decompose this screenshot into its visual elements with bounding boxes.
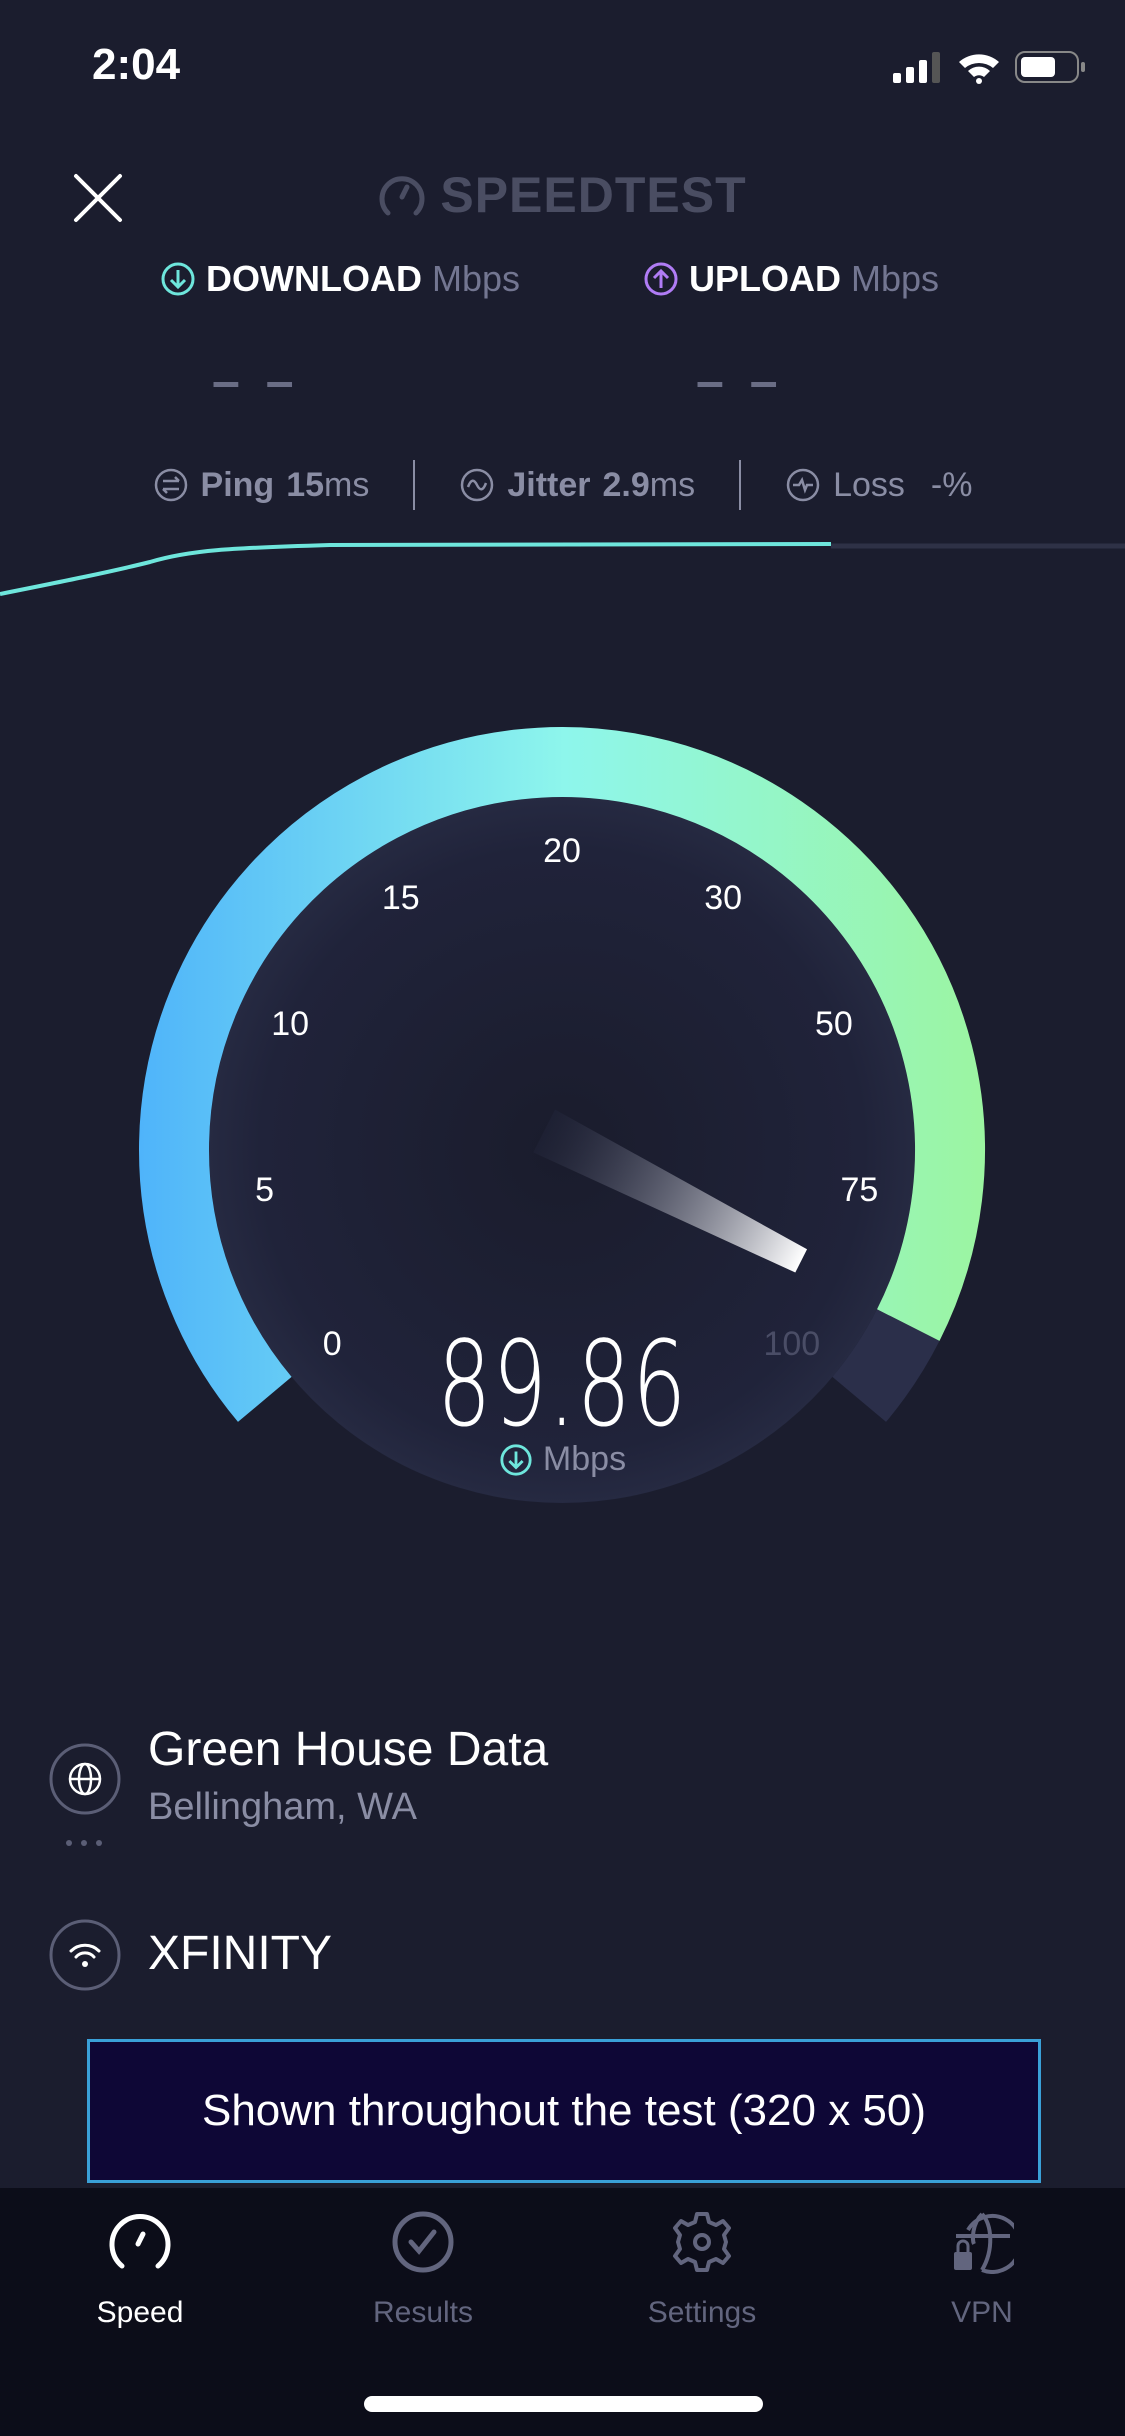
server-location: Bellingham, WA (148, 1786, 417, 1828)
download-icon (500, 1443, 532, 1476)
status-icons (893, 50, 1087, 84)
tab-speed[interactable]: Speed (40, 2210, 240, 2330)
gauge-tick-label: 50 (815, 1005, 853, 1043)
current-speed-value: 89.86 (437, 1315, 688, 1453)
tab-vpn[interactable]: VPN (882, 2210, 1082, 2330)
ping-icon (154, 468, 187, 502)
gauge-tick-label: 10 (271, 1005, 309, 1043)
isp-name: XFINITY (148, 1927, 333, 1980)
globe-icon[interactable] (48, 1742, 122, 1816)
gauge-needle (533, 1109, 808, 1273)
gear-icon (673, 2212, 731, 2272)
latency-metrics: Ping 15ms Jitter 2.9ms Loss -% (0, 460, 1125, 510)
wifi-provider-icon (49, 1919, 121, 1991)
upload-icon (644, 262, 678, 296)
gauge-progress-arc (139, 727, 985, 1422)
status-time: 2:04 (92, 40, 181, 89)
divider (739, 460, 742, 510)
gauge-tick-label: 30 (704, 879, 742, 917)
current-speed-unit: Mbps (0, 1440, 1125, 1479)
upload-unit: Mbps (851, 258, 940, 299)
battery-icon (1015, 51, 1085, 83)
jitter-metric: Jitter 2.9ms (415, 466, 739, 505)
ping-metric: Ping 15ms (109, 466, 414, 505)
cellular-signal-icon (893, 52, 940, 83)
loss-metric: Loss -% (741, 466, 1016, 505)
jitter-icon (461, 468, 494, 502)
loss-label: Loss (833, 465, 905, 504)
ad-banner[interactable]: Shown throughout the test (320 x 50) (87, 2039, 1041, 2183)
gauge-tick-label: 20 (543, 832, 581, 870)
gauge-tick-label: 75 (841, 1171, 879, 1209)
gauge-track (832, 1308, 940, 1422)
tab-label: Settings (647, 2296, 757, 2329)
gauge-tick-label: 15 (382, 879, 420, 917)
check-circle-icon (392, 2211, 454, 2273)
speedtest-logo: SPEEDTEST (0, 166, 1125, 224)
speed-graph (0, 542, 1125, 596)
gauge-tick-label: 5 (255, 1171, 274, 1209)
home-indicator[interactable] (364, 2396, 763, 2412)
jitter-label: Jitter (507, 465, 591, 504)
tab-settings[interactable]: Settings (602, 2210, 802, 2330)
ping-unit: ms (324, 465, 370, 504)
wifi-icon (959, 54, 999, 84)
tab-label: Speed (96, 2296, 184, 2329)
download-label: DOWNLOAD (206, 258, 422, 299)
download-value: – – (212, 353, 300, 409)
speedometer-icon (109, 2214, 171, 2269)
loss-icon (786, 468, 820, 502)
ping-value: 15 (286, 465, 325, 504)
tab-bar (0, 2188, 1125, 2436)
jitter-value: 2.9 (602, 465, 650, 504)
ping-label: Ping (200, 465, 275, 504)
speed-gauge: 0 5 10 15 20 30 50 75 100 (139, 727, 985, 1503)
speedometer-icon (379, 176, 425, 216)
tab-results[interactable]: Results (323, 2210, 523, 2330)
upload-header: UPLOAD Mbps (643, 258, 939, 300)
jitter-unit: ms (649, 465, 696, 504)
gauge-tick-label: 0 (323, 1325, 342, 1363)
brand-name: SPEEDTEST (440, 167, 747, 223)
ad-text: Shown throughout the test (320 x 50) (201, 2086, 927, 2135)
divider (413, 460, 416, 510)
more-dots-icon (66, 1840, 102, 1846)
download-icon (161, 262, 195, 296)
download-header: DOWNLOAD Mbps (160, 258, 520, 300)
upload-value: – – (696, 353, 784, 409)
tab-label: Results (372, 2296, 474, 2329)
download-unit: Mbps (431, 258, 520, 299)
tab-label: VPN (951, 2296, 1013, 2329)
server-name[interactable]: Green House Data (148, 1723, 549, 1776)
unit-label: Mbps (542, 1440, 627, 1478)
upload-label: UPLOAD (689, 258, 841, 299)
loss-value: - (930, 465, 943, 504)
gauge-tick-label: 100 (763, 1325, 820, 1363)
globe-lock-icon (954, 2212, 1014, 2274)
close-button[interactable] (72, 172, 124, 224)
loss-unit: % (942, 465, 973, 504)
speed-graph-line (0, 542, 832, 596)
